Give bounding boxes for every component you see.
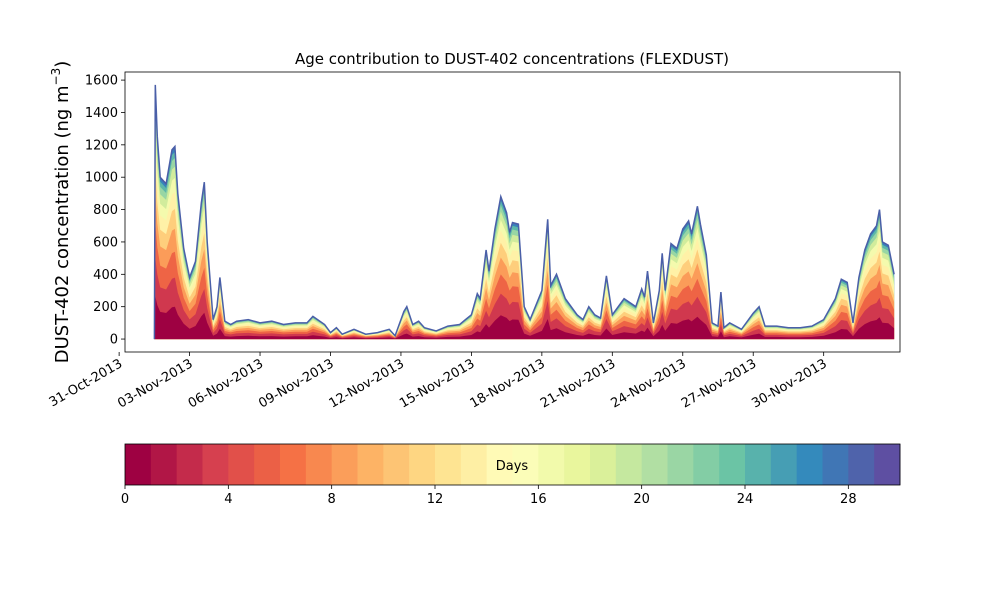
colorbar-band <box>228 444 255 485</box>
colorbar-band <box>202 444 229 485</box>
y-tick-label: 600 <box>93 235 118 250</box>
y-tick-label: 1200 <box>85 138 118 153</box>
colorbar-tick-label: 24 <box>737 492 754 507</box>
x-tick-label: 30-Nov-2013 <box>749 356 829 411</box>
colorbar-tick-label: 20 <box>633 492 650 507</box>
x-tick-label: 31-Oct-2013 <box>47 356 125 410</box>
colorbar-ticks: 0 4 8 12 16 20 24 28 <box>121 485 857 507</box>
colorbar-tick-label: 8 <box>328 492 336 507</box>
colorbar-band <box>667 444 694 485</box>
colorbar-band <box>254 444 281 485</box>
colorbar-band <box>125 444 152 485</box>
colorbar-band <box>848 444 875 485</box>
colorbar-band <box>331 444 358 485</box>
x-tick-label: 27-Nov-2013 <box>679 356 759 411</box>
colorbar-band <box>150 444 178 485</box>
colorbar-band <box>822 444 849 485</box>
colorbar <box>124 443 901 486</box>
colorbar-band <box>357 444 384 485</box>
x-tick-label: 24-Nov-2013 <box>608 356 688 411</box>
colorbar-band <box>615 444 643 485</box>
colorbar-band <box>874 444 901 485</box>
y-axis-label: DUST-402 concentration (ng m−3) <box>49 61 73 364</box>
x-tick-label: 21-Nov-2013 <box>538 356 618 411</box>
colorbar-band <box>486 444 513 485</box>
colorbar-band <box>383 444 410 485</box>
x-axis: 31-Oct-201303-Nov-201306-Nov-201309-Nov-… <box>47 352 830 411</box>
y-axis: 0 200 400 600 800 1000 1200 1400 1600 <box>85 74 125 348</box>
colorbar-band <box>641 444 668 485</box>
colorbar-tick-label: 0 <box>121 492 129 507</box>
y-tick-label: 800 <box>93 203 118 218</box>
x-tick-label: 15-Nov-2013 <box>397 356 477 411</box>
colorbar-band <box>409 444 436 485</box>
colorbar-tick-label: 4 <box>224 492 232 507</box>
colorbar-frame <box>124 443 901 486</box>
colorbar-tick-label: 28 <box>840 492 857 507</box>
y-tick-label: 200 <box>93 300 118 315</box>
y-tick-label: 1600 <box>85 74 118 89</box>
colorbar-band <box>460 444 488 485</box>
colorbar-band <box>745 444 772 485</box>
colorbar-band <box>719 444 746 485</box>
y-tick-label: 0 <box>110 333 118 348</box>
colorbar-tick-label: 16 <box>530 492 547 507</box>
colorbar-band <box>305 444 333 485</box>
y-tick-label: 1000 <box>85 171 118 186</box>
chart-title: Age contribution to DUST-402 concentrati… <box>295 50 729 68</box>
colorbar-band <box>770 444 798 485</box>
x-tick-label: 03-Nov-2013 <box>115 356 195 411</box>
x-tick-label: 09-Nov-2013 <box>256 356 336 411</box>
y-tick-label: 1400 <box>85 106 118 121</box>
colorbar-band <box>590 444 617 485</box>
colorbar-band <box>693 444 720 485</box>
y-tick-label: 400 <box>93 268 118 283</box>
x-tick-label: 06-Nov-2013 <box>186 356 266 411</box>
x-tick-label: 12-Nov-2013 <box>327 356 407 411</box>
colorbar-band <box>796 444 823 485</box>
colorbar-label: Days <box>496 459 529 474</box>
colorbar-band <box>564 444 591 485</box>
x-tick-label: 18-Nov-2013 <box>468 356 548 411</box>
plot-area <box>124 71 901 353</box>
total-concentration-line <box>153 84 895 340</box>
colorbar-band <box>176 444 203 485</box>
colorbar-band <box>512 444 539 485</box>
colorbar-band <box>280 444 307 485</box>
plot-frame <box>124 71 901 353</box>
colorbar-tick-label: 12 <box>427 492 444 507</box>
colorbar-band <box>538 444 565 485</box>
colorbar-band <box>435 444 462 485</box>
